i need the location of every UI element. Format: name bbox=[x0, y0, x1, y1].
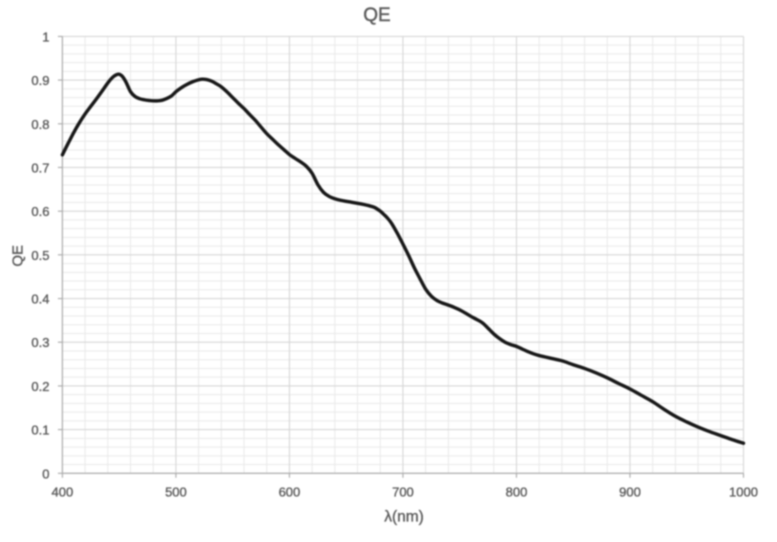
svg-text:0.1: 0.1 bbox=[31, 423, 49, 438]
svg-text:0.2: 0.2 bbox=[31, 379, 49, 394]
svg-text:0.3: 0.3 bbox=[31, 335, 49, 350]
svg-text:1000: 1000 bbox=[729, 484, 758, 499]
svg-text:λ(nm): λ(nm) bbox=[384, 509, 424, 526]
svg-text:0.6: 0.6 bbox=[31, 204, 49, 219]
svg-text:600: 600 bbox=[279, 484, 301, 499]
svg-text:1: 1 bbox=[42, 29, 49, 44]
svg-text:0.8: 0.8 bbox=[31, 117, 49, 132]
svg-text:QE: QE bbox=[363, 5, 390, 26]
svg-text:0.9: 0.9 bbox=[31, 73, 49, 88]
svg-text:400: 400 bbox=[52, 484, 74, 499]
svg-text:0.7: 0.7 bbox=[31, 160, 49, 175]
svg-text:900: 900 bbox=[619, 484, 641, 499]
svg-text:0.5: 0.5 bbox=[31, 248, 49, 263]
svg-text:QE: QE bbox=[10, 245, 27, 267]
svg-text:0: 0 bbox=[42, 466, 49, 481]
svg-text:800: 800 bbox=[506, 484, 528, 499]
svg-text:700: 700 bbox=[392, 484, 414, 499]
svg-text:0.4: 0.4 bbox=[31, 292, 49, 307]
svg-text:500: 500 bbox=[165, 484, 187, 499]
